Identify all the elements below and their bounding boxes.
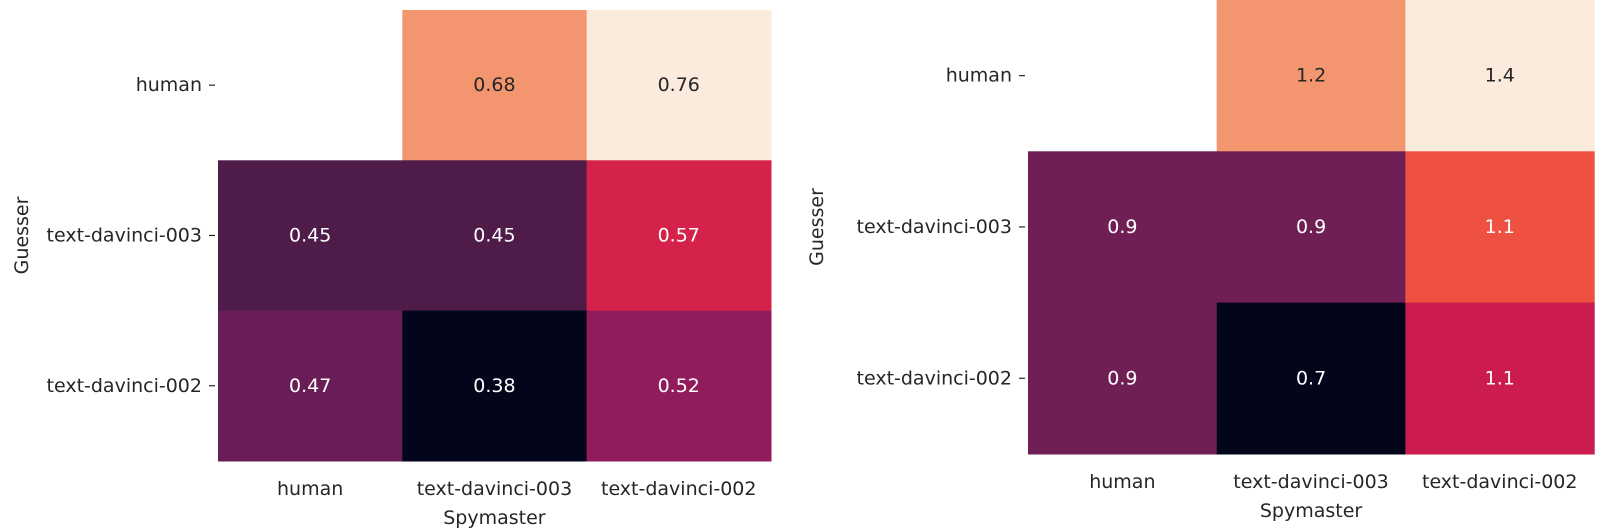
cell-value-label: 0.47 xyxy=(289,375,331,397)
x-tick-label: human xyxy=(277,478,343,500)
heatmap-cell xyxy=(218,160,403,312)
heatmap-cell xyxy=(402,310,588,462)
heatmap-panel-1: 0.68 0.76 0.45 0.45 0.57 0.47 0.38 0.52 human tex… xyxy=(11,10,772,529)
cell-value-label: 0.52 xyxy=(658,375,700,397)
cell-value-label: 0.9 xyxy=(1296,216,1326,238)
cell-value-label: 1.4 xyxy=(1485,65,1515,87)
cell-value-label: 1.2 xyxy=(1296,65,1326,87)
x-tick-label: text-davinci-002 xyxy=(601,478,756,500)
cell-value-label: 0.9 xyxy=(1107,216,1137,238)
heatmap-cell xyxy=(1405,0,1595,152)
cell-value-label: 1.1 xyxy=(1485,367,1515,389)
heatmap-panel-2: 1.2 1.4 0.9 0.9 1.1 0.9 0.7 1.1 human text-davinc… xyxy=(806,0,1595,522)
x-axis-title: Spymaster xyxy=(1260,500,1363,522)
x-axis-title: Spymaster xyxy=(443,507,546,529)
cell-value-label: 0.9 xyxy=(1107,367,1137,389)
heatmap-cell xyxy=(1028,302,1218,455)
x-tick-label: text-davinci-003 xyxy=(1233,471,1388,493)
cell-value-label: 0.57 xyxy=(658,224,700,246)
y-tick-label: text-davinci-003 xyxy=(47,224,202,246)
y-tick-label: text-davinci-003 xyxy=(857,216,1012,238)
cell-value-label: 0.7 xyxy=(1296,367,1326,389)
heatmap-cell xyxy=(1405,302,1595,455)
cell-value-label: 0.68 xyxy=(473,74,515,96)
y-tick-label: text-davinci-002 xyxy=(857,367,1012,389)
y-axis-title: Guesser xyxy=(11,196,33,274)
heatmap-cell xyxy=(1216,151,1406,304)
heatmap-cell xyxy=(402,160,588,312)
cell-value-label: 1.1 xyxy=(1485,216,1515,238)
heatmap-cell xyxy=(402,10,588,161)
y-tick-label: text-davinci-002 xyxy=(47,375,202,397)
x-tick-label: text-davinci-002 xyxy=(1422,471,1577,493)
y-tick-label: human xyxy=(946,65,1012,87)
cell-value-label: 0.45 xyxy=(473,224,515,246)
cell-value-label: 0.76 xyxy=(658,74,700,96)
x-tick-label: human xyxy=(1089,471,1155,493)
heatmap-cell xyxy=(586,10,772,161)
heatmap-cell xyxy=(1405,151,1595,304)
y-tick-label: human xyxy=(136,74,202,96)
cell-value-label: 0.38 xyxy=(473,375,515,397)
heatmap-cell xyxy=(586,160,772,312)
heatmap-cell xyxy=(218,310,403,462)
heatmap-cell xyxy=(1216,302,1406,455)
heatmap-cell xyxy=(586,310,772,462)
y-axis-title: Guesser xyxy=(806,188,828,266)
heatmap-cell xyxy=(1216,0,1406,152)
x-tick-label: text-davinci-003 xyxy=(417,478,572,500)
cell-value-label: 0.45 xyxy=(289,224,331,246)
heatmap-cell xyxy=(1028,151,1218,304)
